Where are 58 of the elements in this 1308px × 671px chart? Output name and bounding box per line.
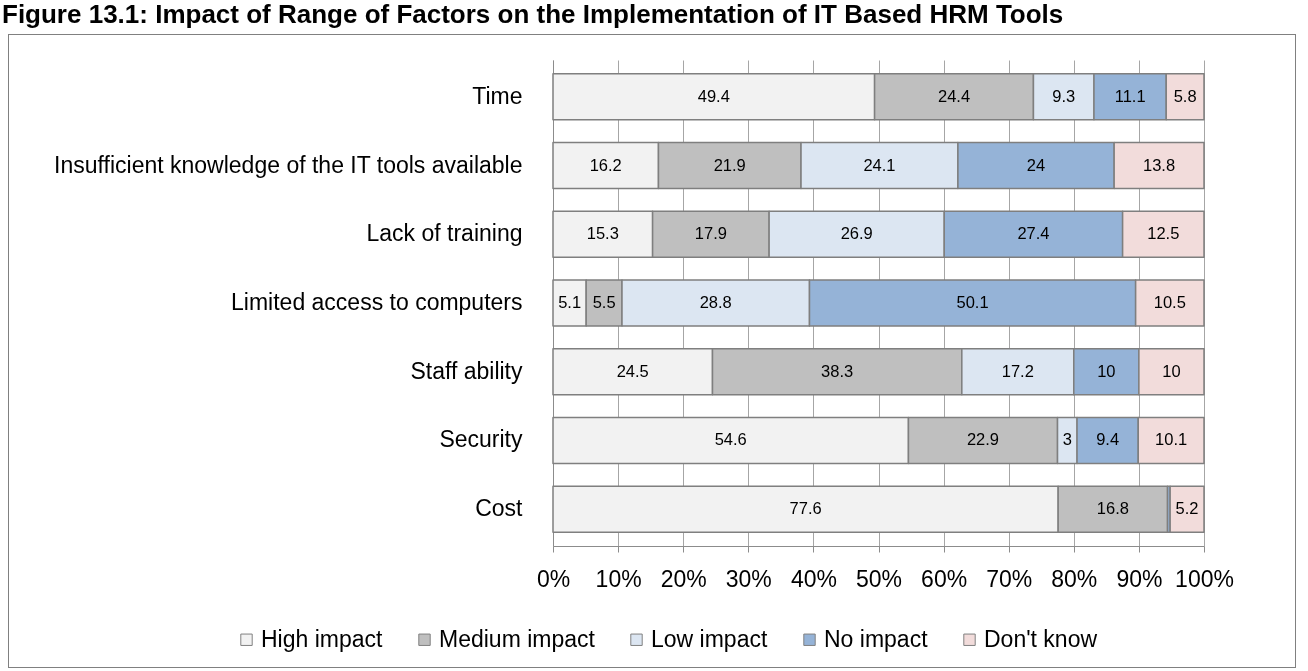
data-label: 5.8 (1173, 86, 1197, 105)
data-label: 13.8 (1143, 155, 1176, 174)
data-label: 5.1 (558, 293, 582, 311)
chart-title: Figure 13.1: Impact of Range of Factors on the Implementation of IT Based HRM Tools (2, 0, 1064, 29)
data-label: 24 (1026, 155, 1046, 174)
data-label: 16.8 (1096, 499, 1129, 518)
x-tick-label: 50% (855, 565, 903, 592)
data-label: 10.5 (1153, 293, 1186, 311)
data-label: 27.4 (1017, 224, 1050, 243)
data-label: 15.3 (586, 224, 619, 243)
legend-label: High impact (261, 625, 384, 652)
data-label: 10 (1162, 361, 1181, 380)
y-tick-label: Security (439, 426, 523, 453)
x-tick-label: 20% (660, 565, 707, 592)
x-tick-label: 10% (595, 565, 642, 592)
legend-label: Medium impact (439, 625, 596, 652)
data-label: 16.2 (589, 155, 622, 174)
x-tick-label: 90% (1116, 565, 1163, 592)
x-tick-label: 80% (1051, 565, 1098, 592)
x-tick-label: 30% (725, 565, 772, 592)
data-label: 24.4 (937, 86, 971, 105)
data-label: 49.4 (697, 86, 730, 105)
data-label: 12.5 (1147, 224, 1180, 243)
data-label: 10.1 (1155, 430, 1188, 449)
data-label: 77.6 (789, 499, 822, 518)
data-label: 9.4 (1096, 430, 1120, 449)
legend-label: Low impact (651, 625, 768, 652)
y-tick-label: Insufficient knowledge of the IT tools available (54, 151, 523, 178)
data-label: 5.5 (592, 293, 616, 311)
data-label: 5.2 (1175, 499, 1199, 518)
data-label: 22.9 (966, 430, 1000, 449)
data-label: 17.9 (694, 224, 727, 243)
data-label: 24.5 (616, 361, 649, 380)
data-label: 11.1 (1114, 86, 1146, 105)
y-tick-label: Cost (475, 495, 524, 522)
y-tick-label: Time (472, 82, 523, 109)
x-tick-label: 0% (536, 565, 571, 592)
data-label: 24.1 (863, 155, 896, 174)
x-tick-label: 60% (921, 565, 968, 592)
data-label: 10 (1097, 361, 1116, 380)
legend-label: Don't know (984, 625, 1098, 652)
data-label: 17.2 (1001, 361, 1034, 380)
x-tick-label: 70% (986, 565, 1033, 592)
y-tick-label: Staff ability (410, 357, 523, 384)
x-tick-label: 100% (1175, 565, 1234, 592)
y-tick-label: Lack of training (366, 220, 523, 247)
x-tick-label: 40% (790, 565, 837, 592)
y-tick-label: Limited access to computers (231, 289, 523, 315)
data-label: 28.8 (699, 293, 732, 311)
bar (1169, 485, 1205, 533)
data-label: 26.9 (840, 224, 873, 243)
data-label: 50.1 (956, 293, 989, 311)
legend-label: No impact (824, 625, 929, 652)
data-label: 54.6 (714, 430, 747, 449)
data-label: 9.3 (1052, 86, 1076, 105)
data-label: 21.9 (713, 155, 746, 174)
data-label: 3 (1062, 430, 1072, 449)
data-label: 38.3 (821, 361, 854, 380)
